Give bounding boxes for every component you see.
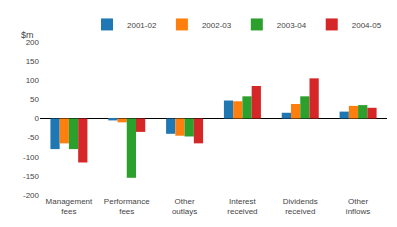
svg-text:-100: -100 xyxy=(23,153,40,162)
svg-text:Dividendsreceived: Dividendsreceived xyxy=(283,197,318,216)
svg-text:Performancefees: Performancefees xyxy=(104,197,150,216)
svg-text:Otherinflows: Otherinflows xyxy=(346,197,370,216)
svg-text:Otheroutlays: Otheroutlays xyxy=(172,197,197,216)
svg-text:0: 0 xyxy=(35,114,40,123)
svg-text:50: 50 xyxy=(30,95,39,104)
svg-text:2003-04: 2003-04 xyxy=(277,21,307,30)
svg-text:-200: -200 xyxy=(23,191,40,200)
svg-text:-150: -150 xyxy=(23,172,40,181)
svg-text:2004-05: 2004-05 xyxy=(352,21,382,30)
svg-text:$m: $m xyxy=(21,30,34,40)
svg-text:100: 100 xyxy=(26,76,40,85)
svg-text:200: 200 xyxy=(26,38,40,47)
svg-text:2001-02: 2001-02 xyxy=(127,21,157,30)
svg-text:-50: -50 xyxy=(27,133,39,142)
svg-text:150: 150 xyxy=(26,57,40,66)
svg-text:2002-03: 2002-03 xyxy=(202,21,232,30)
svg-text:Managementfees: Managementfees xyxy=(46,197,93,216)
svg-text:Interestreceived: Interestreceived xyxy=(227,197,257,216)
